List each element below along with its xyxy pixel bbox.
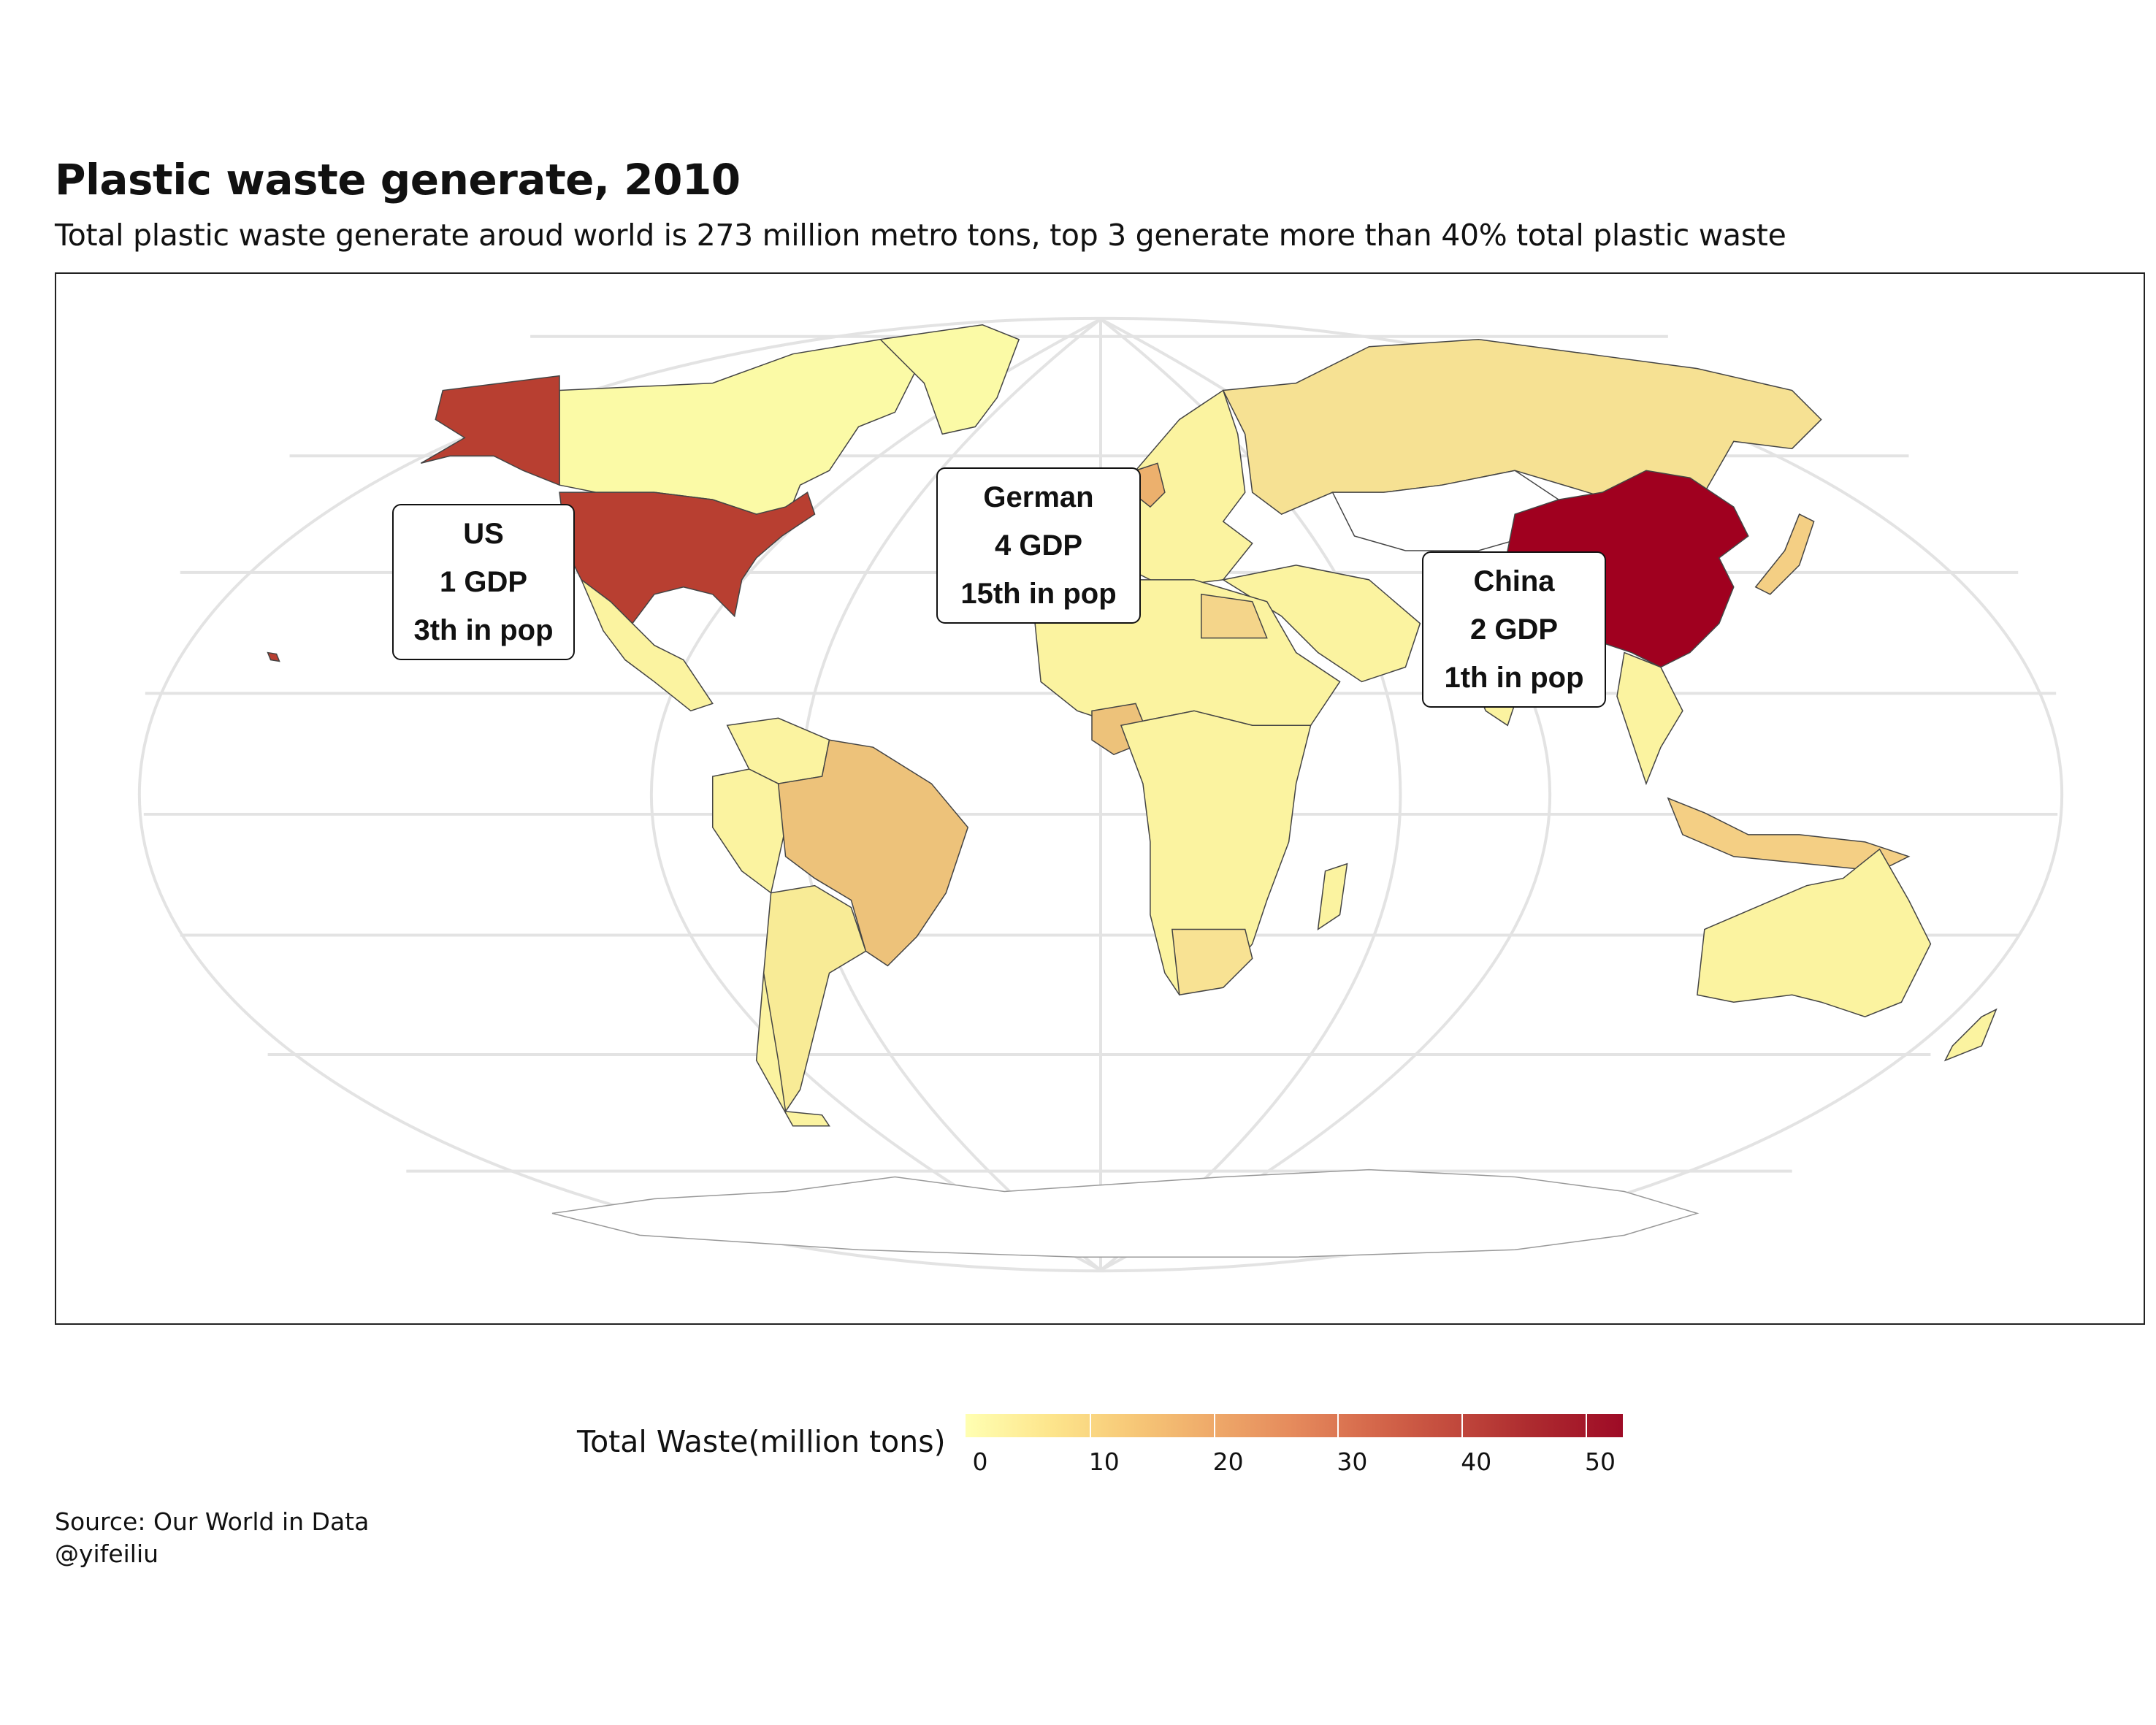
country-mexico[interactable] <box>580 578 714 712</box>
callout-china: China 2 GDP 1th in pop <box>1422 551 1606 708</box>
legend-color-bar <box>966 1414 1623 1437</box>
antarctica <box>551 1169 1700 1258</box>
legend-tick <box>1461 1414 1464 1437</box>
chart-title: Plastic waste generate, 2010 <box>55 155 741 204</box>
country-indonesia[interactable] <box>1667 797 1911 872</box>
legend-tick-label: 40 <box>1461 1447 1492 1476</box>
country-usa-hawaii[interactable] <box>267 651 280 662</box>
country-madagascar[interactable] <box>1317 862 1348 931</box>
legend-tick-label: 10 <box>1088 1447 1120 1476</box>
callout-china-pop: 1th in pop <box>1444 662 1584 694</box>
countries <box>267 324 1998 1258</box>
country-brazil[interactable] <box>777 739 969 967</box>
country-egypt[interactable] <box>1201 593 1268 639</box>
country-greenland[interactable] <box>879 324 1020 435</box>
legend-tick-label: 20 <box>1212 1447 1244 1476</box>
chart-subtitle: Total plastic waste generate aroud world… <box>55 218 1786 253</box>
callout-us-pop: 3th in pop <box>413 614 554 646</box>
country-australia[interactable] <box>1697 848 1932 1017</box>
country-chile[interactable] <box>755 973 830 1127</box>
callout-china-country: China <box>1473 565 1555 597</box>
legend-tick <box>1213 1414 1215 1437</box>
country-africa-south[interactable] <box>1120 710 1312 996</box>
callout-german-gdp: 4 GDP <box>994 529 1083 562</box>
callout-us: US 1 GDP 3th in pop <box>392 504 575 660</box>
country-south-africa[interactable] <box>1171 928 1253 996</box>
legend-tick <box>1089 1414 1091 1437</box>
callout-us-gdp: 1 GDP <box>439 566 528 598</box>
legend-tick-label: 50 <box>1585 1447 1616 1476</box>
legend-tick-label: 30 <box>1337 1447 1368 1476</box>
country-japan[interactable] <box>1754 513 1815 595</box>
callout-german: German 4 GDP 15th in pop <box>936 467 1141 624</box>
legend-title: Total Waste(million tons) <box>577 1424 946 1459</box>
legend-tick-label: 0 <box>972 1447 988 1476</box>
callout-german-country: German <box>983 481 1094 513</box>
legend-tick <box>1586 1414 1588 1437</box>
country-middle-east[interactable] <box>1221 565 1421 683</box>
callout-china-gdp: 2 GDP <box>1469 613 1559 646</box>
country-usa-alaska[interactable] <box>420 375 560 486</box>
author-line: @yifeiliu <box>55 1540 159 1568</box>
color-legend: Total Waste(million tons) 0 10 20 30 40 50 <box>0 1410 2156 1497</box>
callout-german-pop: 15th in pop <box>960 578 1117 610</box>
country-new-zealand[interactable] <box>1943 1008 1998 1062</box>
legend-tick <box>1337 1414 1339 1437</box>
country-southeast-asia[interactable] <box>1616 651 1683 786</box>
source-note: Source: Our World in Data @yifeiliu <box>55 1506 369 1570</box>
world-map <box>137 316 2064 1273</box>
source-line: Source: Our World in Data <box>55 1507 370 1536</box>
country-peru[interactable] <box>711 768 787 894</box>
map-panel: US 1 GDP 3th in pop German 4 GDP 15th in… <box>55 272 2145 1325</box>
callout-us-country: US <box>463 518 504 550</box>
